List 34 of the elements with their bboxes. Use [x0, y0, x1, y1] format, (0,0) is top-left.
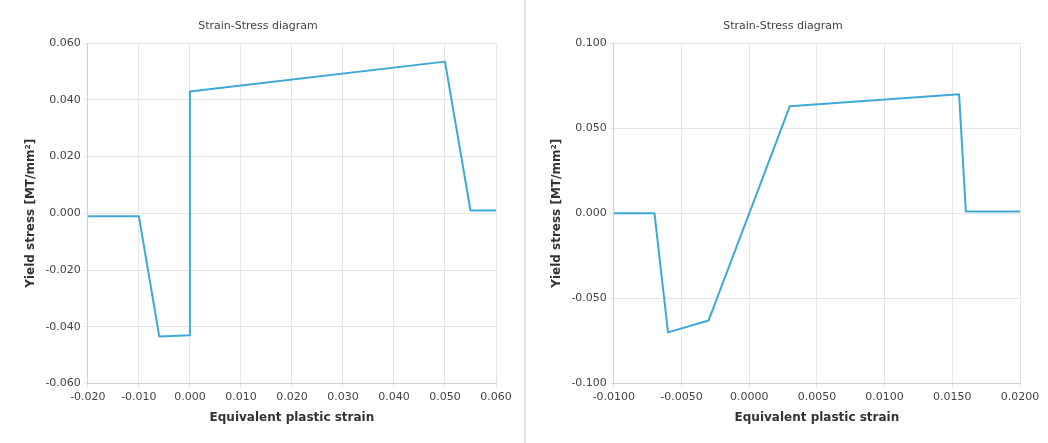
chart-title: Strain-Stress diagram [723, 19, 843, 33]
y-tick-label: 0.000 [49, 206, 81, 220]
x-tick-label: 0.0150 [933, 389, 972, 403]
y-tick-label: -0.100 [571, 376, 607, 390]
x-tick-label: 0.050 [429, 389, 461, 403]
x-tick-label: 0.020 [276, 389, 308, 403]
y-axis-title: Yield stress [MT/mm²] [23, 138, 38, 289]
x-tick-label: -0.010 [121, 389, 157, 403]
x-axis-title: Equivalent plastic strain [209, 409, 375, 424]
x-tick-label: 0.0000 [729, 389, 769, 403]
y-tick-label: 0.050 [575, 121, 607, 135]
chart-title: Strain-Stress diagram [198, 19, 318, 33]
x-tick-label: 0.0200 [1000, 389, 1040, 403]
x-tick-label: 0.010 [225, 389, 257, 403]
x-tick-label: 0.000 [174, 389, 206, 403]
x-tick-label: 0.030 [327, 389, 359, 403]
y-axis-title: Yield stress [MT/mm²] [549, 138, 564, 289]
y-tick-label: 0.040 [49, 92, 81, 106]
x-tick-label: 0.0100 [865, 389, 904, 403]
y-tick-label: -0.040 [45, 319, 81, 333]
x-axis-title: Equivalent plastic strain [734, 409, 900, 424]
y-tick-label: -0.060 [45, 376, 81, 390]
x-tick-label: -0.0050 [660, 389, 703, 403]
y-tick-label: 0.060 [49, 36, 81, 50]
y-tick-label: 0.000 [575, 206, 607, 220]
y-tick-label: -0.020 [45, 262, 81, 276]
y-tick-label: 0.100 [575, 36, 607, 50]
y-tick-label: -0.050 [571, 291, 607, 305]
x-tick-label: 0.0050 [797, 389, 837, 403]
x-tick-label: 0.060 [480, 389, 512, 403]
x-tick-label: -0.0100 [592, 389, 636, 403]
y-tick-label: 0.020 [49, 149, 81, 163]
x-tick-label: 0.040 [378, 389, 410, 403]
x-tick-label: -0.020 [70, 389, 106, 403]
